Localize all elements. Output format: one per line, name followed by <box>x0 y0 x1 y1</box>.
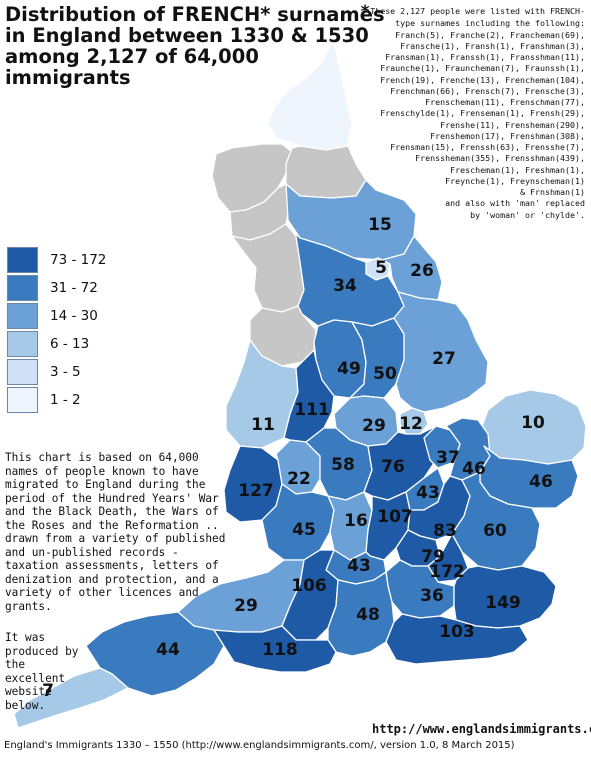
legend-swatch <box>7 330 38 357</box>
region-northumberland <box>267 37 353 151</box>
surname-variants-text: These 2,127 people were listed with FREN… <box>370 6 585 220</box>
region-label-83: 83 <box>433 521 457 541</box>
map-legend: 73 - 172 31 - 72 14 - 30 6 - 13 3 - 5 1 … <box>7 246 106 414</box>
website-link[interactable]: http://www.englandsimmigrants.com <box>372 722 591 736</box>
region-label-34: 34 <box>333 276 357 296</box>
legend-item: 14 - 30 <box>7 302 106 329</box>
legend-label: 1 - 2 <box>50 391 81 408</box>
region-label-149: 149 <box>485 593 521 613</box>
legend-label: 6 - 13 <box>50 335 90 352</box>
map-title: Distribution of FRENCH* surnames in Engl… <box>5 3 385 89</box>
region-label-127: 127 <box>238 481 274 501</box>
legend-item: 3 - 5 <box>7 358 106 385</box>
asterisk-marker: * <box>359 2 371 22</box>
region-label-79: 79 <box>421 547 445 567</box>
region-label-60: 60 <box>483 521 507 541</box>
region-label-58: 58 <box>331 455 355 475</box>
region-shropshire <box>225 339 299 449</box>
title-line: Distribution of FRENCH* surnames <box>5 3 385 26</box>
region-yorkshire-east-riding <box>381 235 443 301</box>
region-label-50: 50 <box>373 364 397 384</box>
legend-item: 6 - 13 <box>7 330 106 357</box>
region-label-43-berks: 43 <box>347 556 371 576</box>
surname-variants-note: *These 2,127 people were listed with FRE… <box>349 4 585 221</box>
region-label-29-somerset: 29 <box>234 596 258 616</box>
region-label-49: 49 <box>337 359 361 379</box>
region-dorset <box>213 625 337 673</box>
title-line: in England between 1330 & 1530 <box>5 24 369 47</box>
region-label-46-suffolk: 46 <box>529 472 553 492</box>
chart-description: This chart is based on 64,000 names of p… <box>5 451 226 613</box>
region-label-26: 26 <box>410 261 434 281</box>
legend-label: 3 - 5 <box>50 363 81 380</box>
region-label-43-beds: 43 <box>416 483 440 503</box>
region-sussex <box>385 613 529 665</box>
region-lincolnshire <box>393 291 489 413</box>
region-label-172: 172 <box>429 562 465 582</box>
title-line: immigrants <box>5 66 131 89</box>
region-kent <box>453 565 557 629</box>
region-label-46-cambs: 46 <box>462 459 486 479</box>
region-cornwall <box>13 667 129 729</box>
legend-label: 14 - 30 <box>50 307 98 324</box>
region-label-12: 12 <box>399 414 423 434</box>
region-rutland <box>399 407 429 435</box>
legend-swatch <box>7 358 38 385</box>
region-label-16: 16 <box>344 511 368 531</box>
legend-swatch <box>7 386 38 413</box>
legend-swatch <box>7 246 38 273</box>
region-london <box>427 533 469 583</box>
footer-citation: England's Immigrants 1330 – 1550 (http:/… <box>4 740 515 751</box>
region-label-7: 7 <box>42 681 54 701</box>
legend-swatch <box>7 274 38 301</box>
produced-by-note: It was produced by the excellent website… <box>5 631 79 712</box>
region-label-45: 45 <box>292 520 316 540</box>
region-label-27: 27 <box>432 349 456 369</box>
region-worcestershire <box>275 439 323 495</box>
region-label-36: 36 <box>420 586 444 606</box>
region-label-5: 5 <box>375 258 387 278</box>
region-label-76: 76 <box>381 457 405 477</box>
legend-label: 73 - 172 <box>50 251 107 268</box>
region-label-11: 11 <box>251 415 275 435</box>
region-label-37: 37 <box>436 448 460 468</box>
region-label-103: 103 <box>439 622 475 642</box>
region-label-10: 10 <box>521 413 545 433</box>
legend-label: 31 - 72 <box>50 279 98 296</box>
legend-swatch <box>7 302 38 329</box>
region-label-111: 111 <box>294 400 330 420</box>
region-essex <box>451 471 541 571</box>
legend-item: 1 - 2 <box>7 386 106 413</box>
region-label-44: 44 <box>156 640 180 660</box>
region-label-118: 118 <box>262 640 298 660</box>
legend-item: 73 - 172 <box>7 246 106 273</box>
region-label-15: 15 <box>368 215 392 235</box>
region-label-22: 22 <box>287 469 311 489</box>
legend-item: 31 - 72 <box>7 274 106 301</box>
region-label-48: 48 <box>356 605 380 625</box>
region-label-29: 29 <box>362 416 386 436</box>
region-label-107: 107 <box>377 507 413 527</box>
region-label-106: 106 <box>291 576 327 596</box>
title-line: among 2,127 of 64,000 <box>5 45 259 68</box>
